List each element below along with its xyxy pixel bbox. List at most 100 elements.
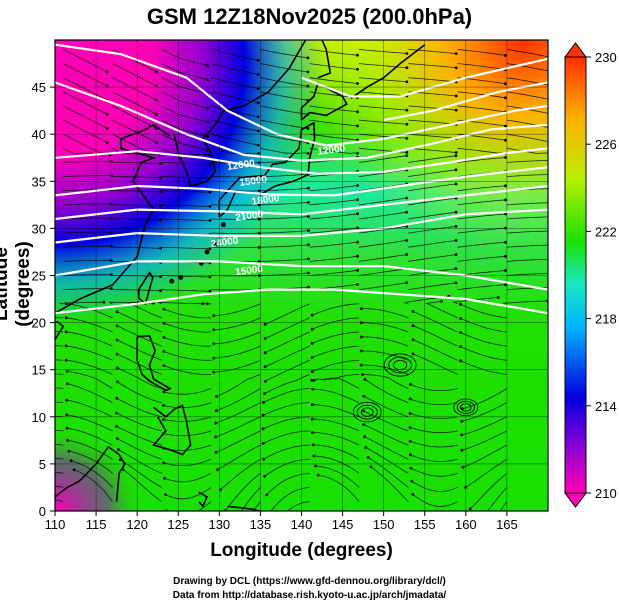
streamline-arrow xyxy=(65,413,69,417)
streamline-arrow xyxy=(307,257,310,261)
streamline-arrow xyxy=(310,327,314,331)
streamline-arrow xyxy=(554,286,557,289)
streamline xyxy=(265,359,310,382)
streamline xyxy=(506,133,548,142)
streamline-arrow xyxy=(454,281,458,285)
streamline xyxy=(55,359,64,361)
streamline xyxy=(411,480,458,492)
streamline xyxy=(112,232,161,235)
streamline xyxy=(260,119,308,129)
streamline xyxy=(161,275,210,278)
streamline xyxy=(163,402,212,409)
streamline-arrow xyxy=(356,254,359,258)
streamline xyxy=(408,268,457,276)
streamline-arrow xyxy=(311,431,314,434)
streamline-arrow xyxy=(162,432,165,435)
streamline-arrow xyxy=(208,190,212,194)
streamline xyxy=(457,91,506,99)
streamline xyxy=(363,395,409,418)
streamline-arrow xyxy=(115,366,119,370)
streamline-arrow xyxy=(459,331,462,334)
streamline xyxy=(358,254,407,262)
streamline-arrow xyxy=(263,337,267,340)
streamline-arrow xyxy=(208,275,212,279)
streamline xyxy=(63,63,108,87)
streamline xyxy=(364,436,409,460)
streamline xyxy=(457,77,506,85)
streamline-arrow xyxy=(155,84,158,88)
streamline xyxy=(358,63,407,69)
streamline-arrow xyxy=(310,378,314,382)
streamline xyxy=(161,49,208,66)
streamline-arrow xyxy=(15,409,18,412)
warm-region-northeast xyxy=(55,40,548,511)
streamline xyxy=(161,91,208,109)
streamline-arrow xyxy=(159,218,163,222)
streamline xyxy=(457,213,506,220)
plot-frame xyxy=(54,39,549,512)
streamline xyxy=(457,157,506,163)
streamline-arrow xyxy=(109,160,113,163)
vortex-streamline xyxy=(356,404,378,420)
streamline-arrow xyxy=(356,198,359,202)
streamline xyxy=(260,133,308,144)
streamline xyxy=(318,474,360,502)
streamline-arrow xyxy=(454,253,458,256)
streamline-arrow xyxy=(504,82,507,86)
streamline xyxy=(460,332,507,347)
streamline xyxy=(263,430,310,444)
streamline xyxy=(213,303,261,317)
streamline xyxy=(116,353,162,375)
streamline xyxy=(55,373,64,375)
streamline xyxy=(260,230,309,234)
streamline-arrow xyxy=(356,283,359,286)
streamline-arrow xyxy=(454,94,458,98)
streamline-arrow xyxy=(214,435,218,439)
streamline xyxy=(460,303,507,319)
streamline-arrow xyxy=(162,350,166,353)
streamline-arrow xyxy=(307,201,310,204)
streamline xyxy=(220,458,261,491)
streamline-arrow xyxy=(108,153,112,157)
streamline xyxy=(260,91,308,101)
streamline-arrow xyxy=(410,479,414,483)
streamline-arrow xyxy=(212,356,216,360)
streamline xyxy=(63,231,112,234)
streamline-arrow xyxy=(362,394,366,398)
streamline-arrow xyxy=(155,152,159,155)
streamline xyxy=(112,147,160,155)
streamline xyxy=(211,49,259,61)
streamline-arrow xyxy=(263,392,267,395)
streamline xyxy=(309,63,358,70)
streamline-arrow xyxy=(262,457,266,461)
streamline-arrow xyxy=(307,186,310,190)
streamline xyxy=(506,202,548,206)
streamline-arrow xyxy=(257,274,261,277)
streamline xyxy=(311,374,360,381)
contour-label: 21000 xyxy=(235,209,265,224)
streamline xyxy=(112,63,157,87)
streamline-arrow xyxy=(207,153,211,157)
streamline-arrow xyxy=(106,151,110,155)
streamline xyxy=(408,226,457,234)
streamline xyxy=(211,119,259,132)
streamline xyxy=(264,317,310,339)
streamline-arrow xyxy=(64,344,68,348)
streamline xyxy=(408,119,457,125)
streamline xyxy=(260,272,309,276)
streamline-arrow xyxy=(310,370,314,373)
streamline xyxy=(112,289,161,292)
streamline-arrow xyxy=(310,342,314,345)
streamline-arrow xyxy=(257,203,261,207)
streamline-arrow xyxy=(405,122,409,126)
streamline xyxy=(260,286,309,290)
streamline-arrow xyxy=(64,330,68,334)
streamline xyxy=(213,331,261,345)
y-axis-label: Latitude (degrees) xyxy=(0,241,34,327)
streamline-arrow xyxy=(310,417,314,421)
colorbar-tick-label: 230 xyxy=(595,50,617,65)
streamline-arrow xyxy=(504,198,507,202)
coastline xyxy=(173,110,225,187)
streamline xyxy=(365,447,409,474)
streamline-arrow xyxy=(109,287,113,290)
